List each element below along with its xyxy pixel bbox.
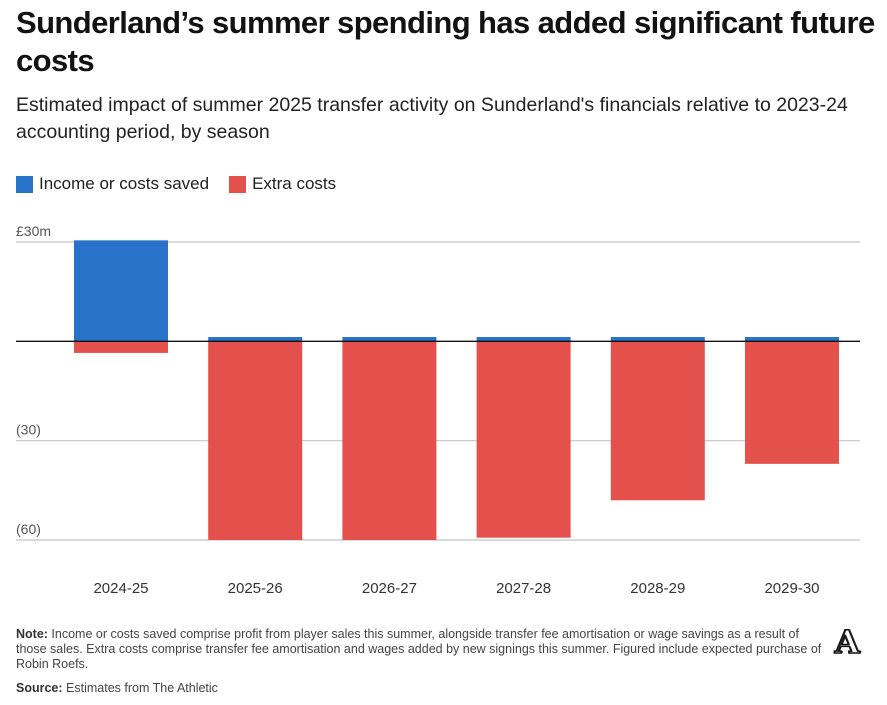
y-tick-label: £30m [16,223,51,239]
svg-text:A: A [834,624,861,658]
y-tick-label: (30) [16,422,41,438]
x-tick-label: 2027-28 [496,580,551,597]
bar-extra-costs-2029-30 [745,341,839,464]
legend-label-income: Income or costs saved [39,174,210,193]
legend-swatch-income [16,175,33,193]
x-tick-label: 2024-25 [93,580,148,597]
note-text: Income or costs saved comprise profit fr… [16,627,822,671]
bar-income-2029-30 [745,337,839,342]
gridlines: £30m (30) (60) [16,223,860,541]
x-tick-label: 2028-29 [630,580,685,597]
x-tick-label: 2026-27 [362,580,417,597]
note-label: Note: [16,627,48,641]
bar-income-2025-26 [208,337,303,342]
legend-label-extra-costs: Extra costs [252,174,337,193]
svg-text:A: A [835,624,862,658]
bar-extra-costs-2026-27 [342,341,437,540]
bar-income-2024-25 [74,240,168,342]
bar-extra-costs-2025-26 [208,341,303,540]
bar-income-2027-28 [476,337,571,342]
x-tick-label: 2029-30 [764,580,819,597]
x-tick-label: 2025-26 [228,580,283,597]
chart-title: Sunderland’s summer spending has added s… [16,5,875,78]
legend-swatch-extra-costs [229,175,247,193]
bars [74,240,839,540]
x-axis-labels: 2024-25 2025-26 2026-27 2027-28 2028-29 2029-… [93,580,819,597]
bar-extra-costs-2028-29 [610,341,705,501]
source-label: Source: [16,681,63,695]
bar-extra-costs-2027-28 [476,341,571,538]
bar-extra-costs-2024-25 [74,341,168,353]
bar-income-2026-27 [342,337,437,342]
footnote: Note: Income or costs saved comprise pro… [16,627,826,672]
source-text: Estimates from The Athletic [62,681,218,695]
legend: Income or costs saved Extra costs [16,174,356,194]
the-athletic-logo-icon: A A [833,624,862,658]
bar-chart: £30m (30) (60) 2024-25 2025-26 2026-27 2027-2… [16,223,860,597]
chart-subtitle: Estimated impact of summer 2025 transfer… [16,94,848,143]
source-line: Source: Estimates from The Athletic [16,681,218,695]
legend-item-income: Income or costs saved [16,174,209,194]
bar-income-2028-29 [610,337,705,342]
y-tick-label: (60) [16,521,41,537]
legend-item-extra-costs: Extra costs [229,174,336,194]
